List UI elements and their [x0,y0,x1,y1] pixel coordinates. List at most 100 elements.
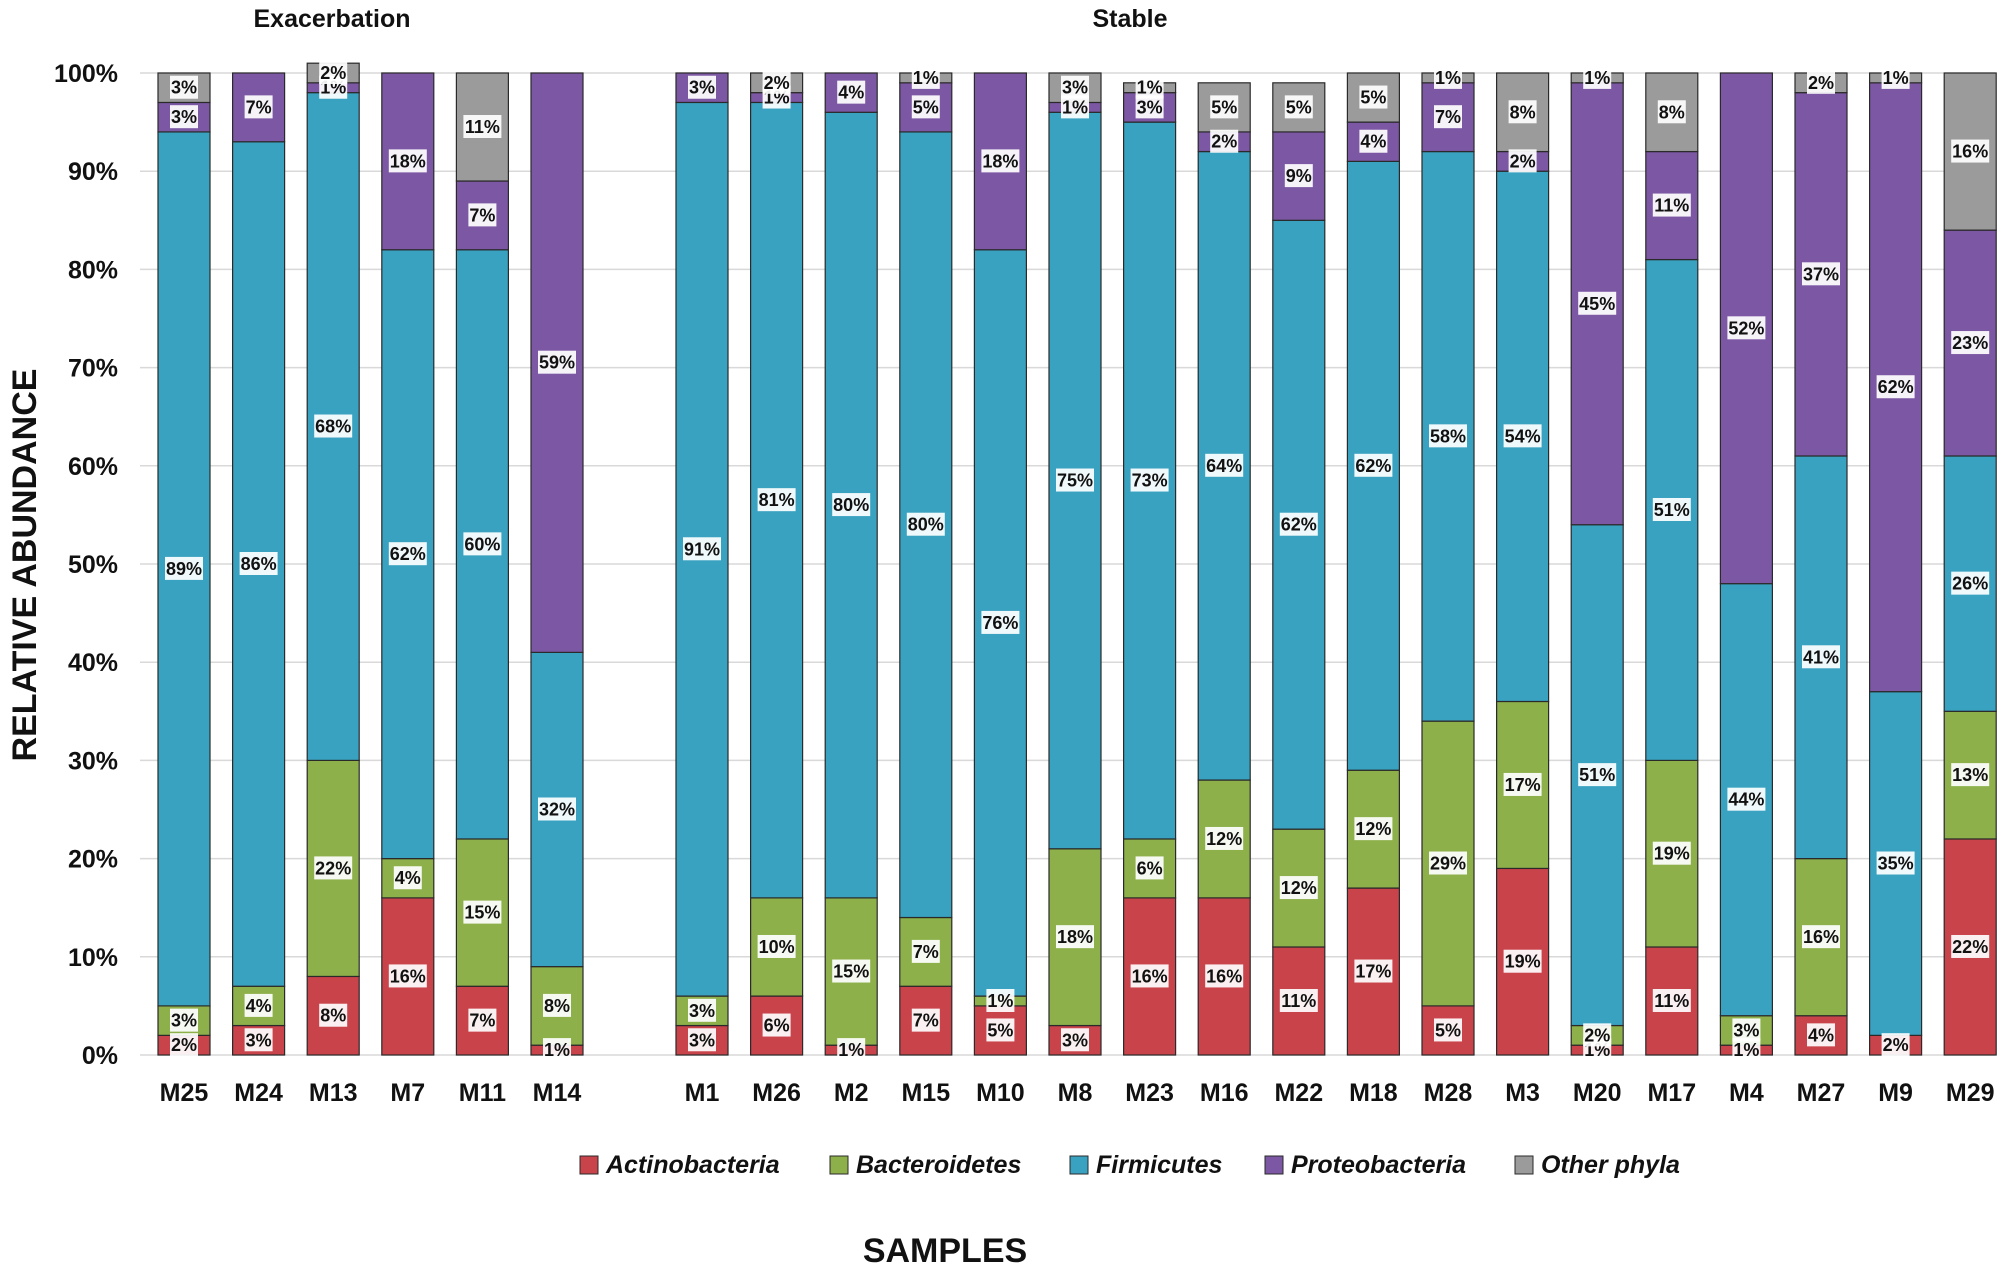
data-label-actinobacteria: 16% [1205,964,1244,988]
data-label-box [1876,851,1915,875]
data-label-text: 51% [1654,500,1690,520]
data-label-text: 62% [1878,377,1914,397]
data-label-box [1802,262,1840,286]
data-label-text: 5% [913,97,939,117]
data-label-text: 1% [913,68,939,88]
data-label-box [1135,75,1164,99]
data-label-actinobacteria: 11% [1279,988,1318,1012]
data-label-text: 2% [1584,1025,1610,1045]
data-label-other-phyla: 2% [1807,70,1835,94]
data-label-box [688,1028,716,1052]
data-label-text: 3% [689,1030,715,1050]
data-label-box [1061,1028,1089,1052]
data-label-box [543,1038,571,1062]
data-label-text: 3% [171,107,197,127]
x-tick-label: M22 [1274,1079,1323,1107]
data-label-text: 15% [464,903,500,923]
data-label-text: 1% [1883,68,1909,88]
data-label-text: 16% [1132,966,1168,986]
bar-stack-m23 [1122,82,1177,1056]
data-label-text: 18% [982,151,1018,171]
data-label-text: 29% [1430,854,1466,874]
data-label-text: 51% [1579,765,1615,785]
data-label-box [319,61,348,84]
data-label-box [688,998,716,1022]
data-label-text: 89% [166,559,202,579]
data-label-box [1727,787,1766,811]
data-label-proteobacteria: 18% [388,149,427,173]
data-label-firmicutes: 80% [832,493,871,517]
data-label-box [1284,95,1313,119]
data-label-box [1503,949,1542,973]
data-label-box [1881,65,1910,89]
data-label-proteobacteria: 2% [1210,129,1239,153]
data-label-text: 12% [1281,878,1317,898]
data-label-text: 12% [1206,829,1242,849]
data-label-box [757,934,796,958]
data-label-box [911,939,940,963]
data-label-text: 52% [1728,318,1764,338]
x-tick-label: M8 [1058,1079,1093,1107]
data-label-text: 80% [833,495,869,515]
data-label-box [244,1028,273,1052]
bar-stack-m27 [1794,72,1848,1056]
data-label-actinobacteria: 1% [1732,1038,1761,1062]
data-label-firmicutes: 75% [1056,468,1094,492]
data-label-text: 5% [1435,1020,1461,1040]
data-label-box [911,65,940,89]
bar-stack-m4 [1719,72,1774,1056]
data-label-actinobacteria: 17% [1354,959,1393,983]
x-tick-label: M26 [752,1079,801,1107]
y-tick-label: 70% [68,355,118,383]
data-label-actinobacteria: 4% [1807,1023,1835,1047]
data-label-box [319,1003,348,1027]
y-tick-label: 100% [54,60,118,88]
data-label-box [1205,826,1244,850]
data-label-box [1135,95,1164,119]
data-label-other-phyla: 8% [1657,100,1686,124]
data-label-text: 8% [1659,102,1685,122]
data-label-actinobacteria: 7% [911,1008,940,1032]
data-label-text: 44% [1728,790,1764,810]
x-tick-label: M15 [901,1079,950,1107]
data-label-text: 80% [908,515,944,535]
data-label-box [1951,763,1990,787]
data-label-text: 22% [315,858,351,878]
data-label-box [1652,193,1691,217]
bar-stack-m3 [1495,72,1550,1056]
x-tick-label: M18 [1349,1079,1398,1107]
data-label-actinobacteria: 16% [388,964,427,988]
data-label-box [837,1038,866,1062]
data-label-text: 2% [1510,151,1536,171]
data-label-box [1732,1038,1761,1062]
data-label-text: 5% [1286,97,1312,117]
y-tick-label: 30% [68,747,118,775]
data-label-text: 73% [1132,471,1168,491]
data-label-box [1354,817,1393,841]
data-label-text: 11% [1281,991,1316,1011]
data-label-proteobacteria: 3% [1135,95,1164,119]
data-label-box [1578,763,1617,787]
data-label-text: 54% [1505,426,1541,446]
data-label-text: 2% [1808,73,1834,93]
legend-swatch [1069,1155,1089,1175]
data-label-box [244,95,273,119]
bar-segment-actinobacteria [749,995,804,1056]
data-label-actinobacteria: 11% [1652,988,1691,1012]
data-label-text: 7% [469,205,495,225]
data-label-firmicutes: 44% [1727,787,1766,811]
group-title-stable: Stable [1092,5,1167,33]
data-label-text: 23% [1952,333,1988,353]
data-label-text: 37% [1803,264,1839,284]
data-label-bacteroidetes: 12% [1205,826,1244,850]
data-label-firmicutes: 62% [388,542,427,566]
data-label-text: 64% [1206,456,1242,476]
data-label-text: 6% [764,1016,790,1036]
data-label-other-phyla: 11% [463,115,502,139]
data-label-text: 19% [1505,952,1541,972]
data-label-bacteroidetes: 19% [1652,841,1691,865]
data-label-firmicutes: 89% [165,556,203,580]
data-label-box [1429,851,1467,875]
x-tick-label: M16 [1200,1079,1249,1107]
data-label-box [1135,856,1164,880]
